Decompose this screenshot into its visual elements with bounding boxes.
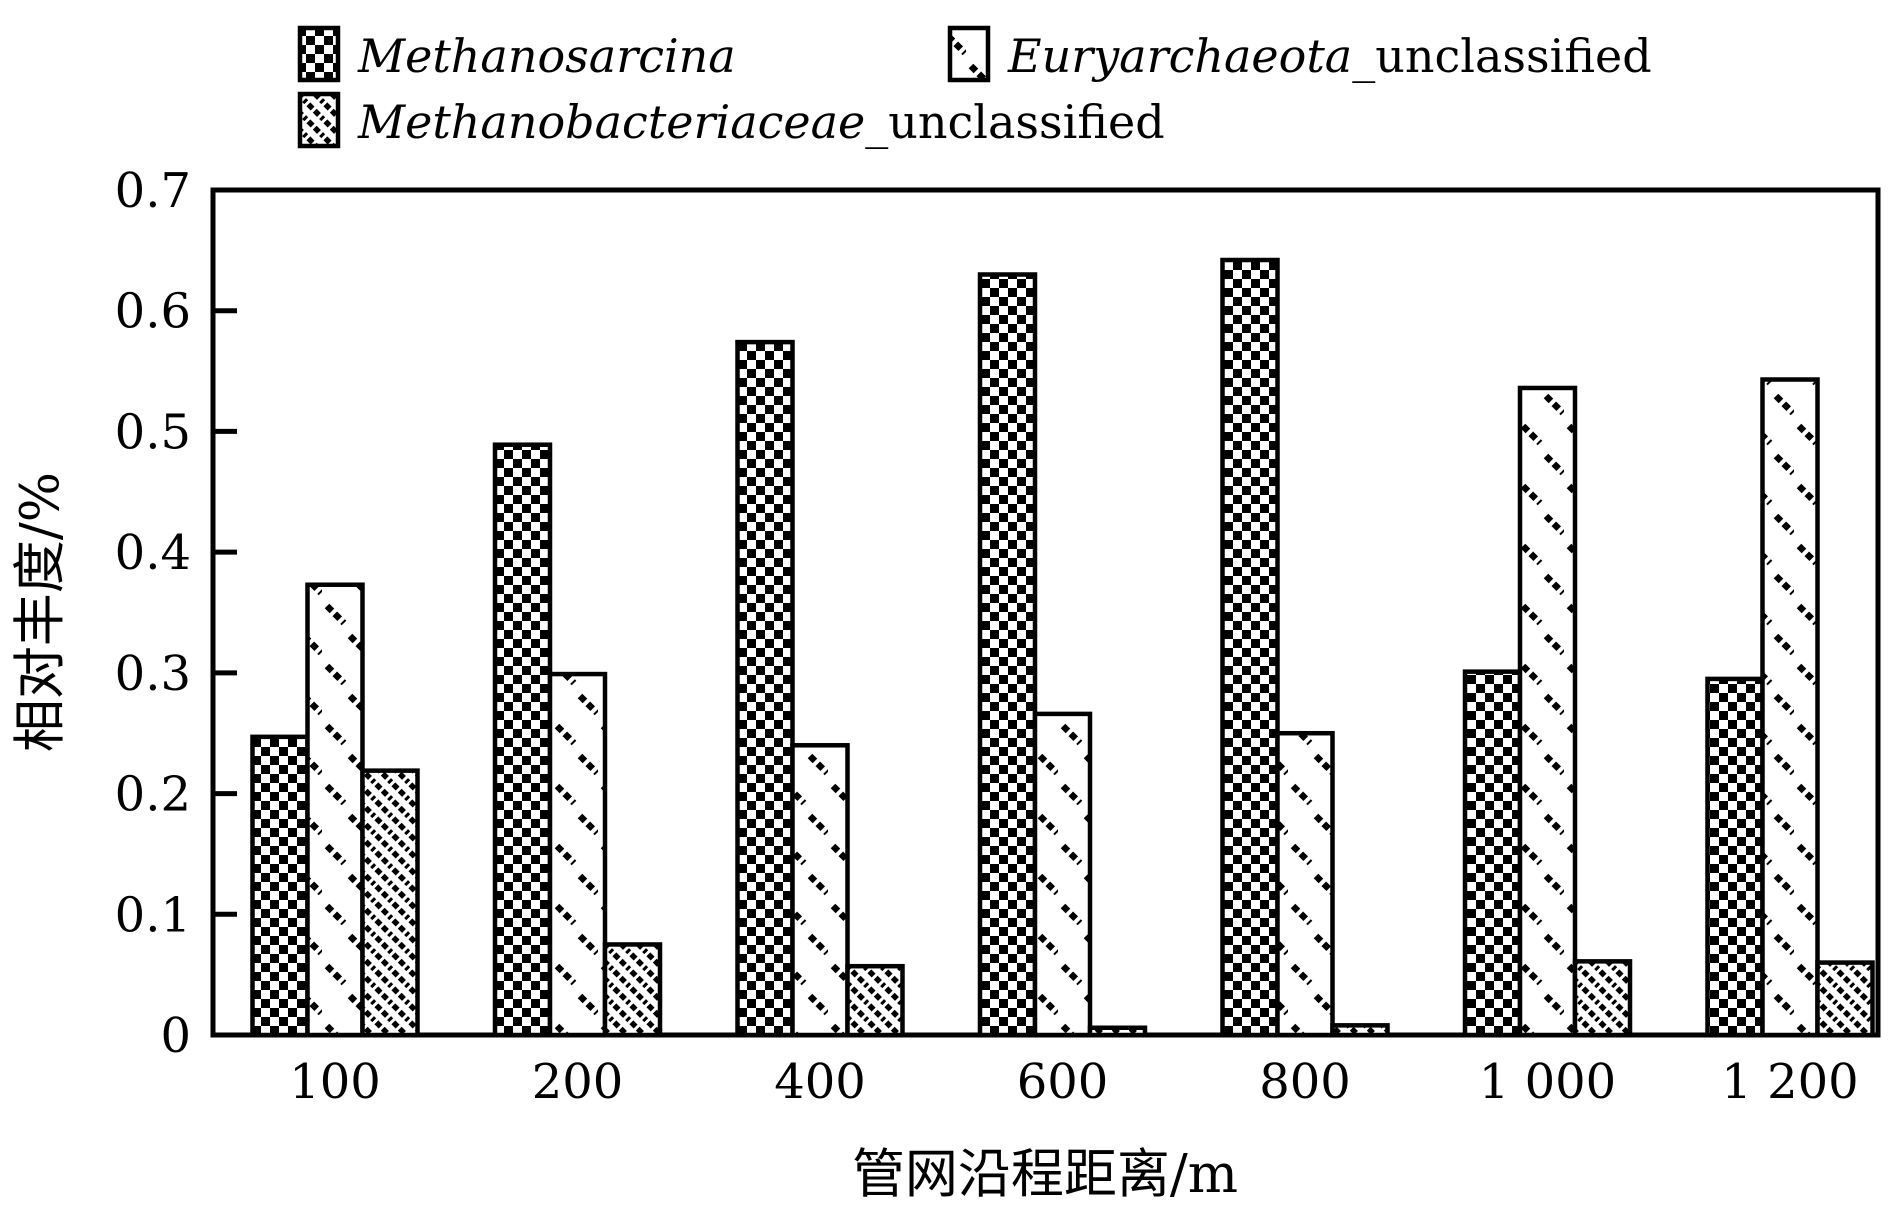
bar-Euryarchaeota_unclassified-200 [547,671,608,1038]
x-axis-title: 管网沿程距离/m [852,1144,1238,1205]
bar-Methanobacteriaceae_unclassified-1200 [1815,960,1875,1038]
y-tick-label: 0.1 [115,887,191,943]
legend-label: Methanosarcina [357,29,736,83]
x-axis-labels: 100 200 400 600 800 1 000 1 200 [289,1054,1859,1110]
y-axis-title: 相对丰度/% [10,472,71,752]
legend-label: Methanobacteriaceae_unclassified [357,95,1165,149]
legend-item: Euryarchaeota_unclassified [947,25,1652,83]
bar-Euryarchaeota_unclassified-1000 [1517,385,1578,1038]
legend-swatch-diagonal-hatch [297,91,341,149]
bar-Euryarchaeota_unclassified-100 [305,582,365,1038]
x-tick-label: 400 [774,1054,866,1110]
legend-item: Methanobacteriaceae_unclassified [297,91,1165,149]
bar-Methanobacteriaceae_unclassified-100 [360,768,420,1038]
x-tick-label: 600 [1017,1054,1109,1110]
bar-Methanosarcina-1000 [1462,669,1523,1038]
bar-Euryarchaeota_unclassified-600 [1032,711,1093,1038]
legend: Methanosarcina Euryarchaeota_unclassified… [297,25,1652,149]
bars [250,257,1875,1038]
y-tick-label: 0.5 [115,404,191,460]
legend-swatch-checker [297,25,341,83]
bar-Methanosarcina-100 [250,734,310,1038]
bar-Methanobacteriaceae_unclassified-1000 [1572,959,1633,1038]
y-tick-label: 0.2 [115,767,191,823]
y-tick-label: 0.6 [115,284,191,340]
y-tick-label: 0.3 [115,646,191,702]
legend-item: Methanosarcina [297,25,736,83]
y-tick-label: 0.4 [115,525,191,581]
bar-Euryarchaeota_unclassified-800 [1275,730,1335,1038]
x-tick-label: 1 200 [1721,1054,1858,1110]
bar-Euryarchaeota_unclassified-400 [790,743,850,1038]
bar-Methanobacteriaceae_unclassified-600 [1087,1025,1148,1038]
y-axis-labels: 0 0.1 0.2 0.3 0.4 0.5 0.6 0.7 [115,163,191,1064]
x-tick-label: 1 000 [1479,1054,1616,1110]
bar-Methanosarcina-200 [492,442,553,1038]
x-tick-label: 100 [289,1054,381,1110]
bar-Methanobacteriaceae_unclassified-200 [602,942,663,1038]
y-tick-label: 0.7 [115,163,191,219]
legend-label: Euryarchaeota_unclassified [1007,29,1652,83]
bar-Methanobacteriaceae_unclassified-400 [845,963,905,1038]
y-tick-label: 0 [160,1008,191,1064]
bar-Methanosarcina-400 [735,339,795,1038]
legend-swatch-sparse-dash [947,25,991,83]
x-tick-label: 800 [1259,1054,1351,1110]
bar-Methanosarcina-800 [1220,257,1280,1038]
y-axis-ticks [213,308,237,917]
bar-Methanosarcina-600 [977,272,1038,1038]
bar-Methanobacteriaceae_unclassified-800 [1330,1023,1390,1038]
x-tick-label: 200 [532,1054,624,1110]
bar-Euryarchaeota_unclassified-1200 [1760,377,1820,1038]
bar-Methanosarcina-1200 [1705,676,1765,1038]
